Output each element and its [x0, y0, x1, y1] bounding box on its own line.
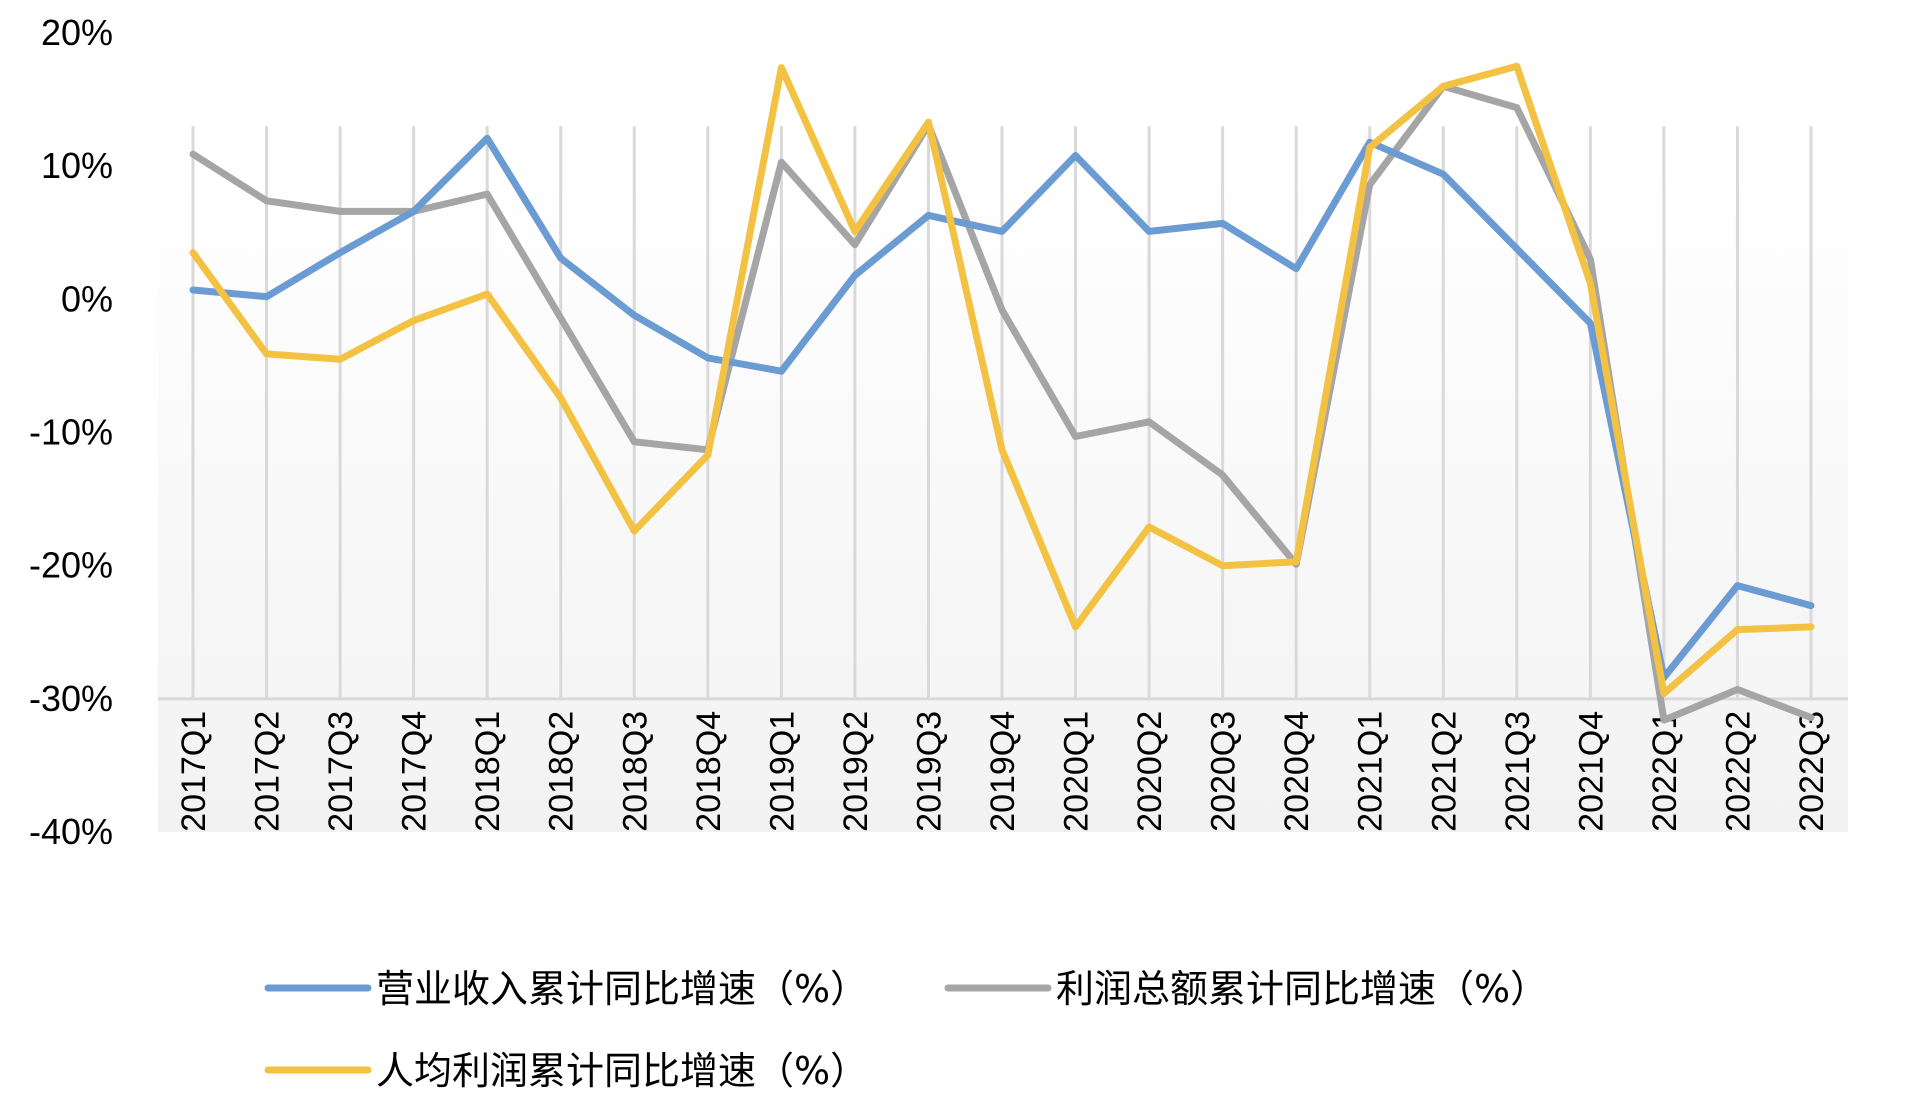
y-tick-label: 10% — [41, 145, 113, 186]
legend-label: 利润总额累计同比增速（%） — [1056, 967, 1548, 1011]
x-tick-label: 2020Q4 — [1278, 711, 1316, 832]
y-tick-label: 0% — [61, 278, 113, 319]
x-tick-label: 2021Q1 — [1352, 711, 1390, 832]
x-tick-label: 2022Q1 — [1646, 711, 1684, 832]
x-tick-label: 2019Q2 — [837, 711, 875, 832]
x-tick-label: 2020Q2 — [1131, 711, 1169, 832]
y-tick-label: -10% — [29, 412, 113, 453]
x-tick-label: 2019Q1 — [763, 711, 801, 832]
x-tick-label: 2021Q4 — [1572, 711, 1610, 832]
legend-label: 人均利润累计同比增速（%） — [376, 1049, 868, 1093]
legend-item: 利润总额累计同比增速（%） — [944, 967, 1548, 1011]
x-tick-label: 2018Q3 — [616, 711, 654, 832]
x-tick-label: 2021Q2 — [1425, 711, 1463, 832]
x-tick-label: 2017Q2 — [249, 711, 287, 832]
x-tick-label: 2019Q3 — [910, 711, 948, 832]
x-tick-label: 2020Q1 — [1058, 711, 1096, 832]
legend-item: 人均利润累计同比增速（%） — [264, 1049, 868, 1093]
x-tick-label: 2022Q3 — [1793, 711, 1831, 832]
x-tick-label: 2020Q3 — [1205, 711, 1243, 832]
x-tick-label: 2017Q1 — [175, 711, 213, 832]
x-tick-label: 2019Q4 — [984, 711, 1022, 832]
y-tick-label: -20% — [29, 545, 113, 586]
legend-item: 营业收入累计同比增速（%） — [264, 967, 868, 1011]
x-tick-label: 2018Q4 — [690, 711, 728, 832]
y-tick-label: -30% — [29, 678, 113, 719]
x-tick-label: 2018Q2 — [543, 711, 581, 832]
y-tick-label: -40% — [29, 811, 113, 852]
x-tick-label: 2021Q3 — [1499, 711, 1537, 832]
x-tick-label: 2017Q3 — [322, 711, 360, 832]
legend-label: 营业收入累计同比增速（%） — [376, 967, 868, 1011]
x-tick-label: 2017Q4 — [396, 711, 434, 832]
y-tick-label: 20% — [41, 12, 113, 53]
x-tick-label: 2018Q1 — [469, 711, 507, 832]
x-tick-label: 2022Q2 — [1719, 711, 1757, 832]
